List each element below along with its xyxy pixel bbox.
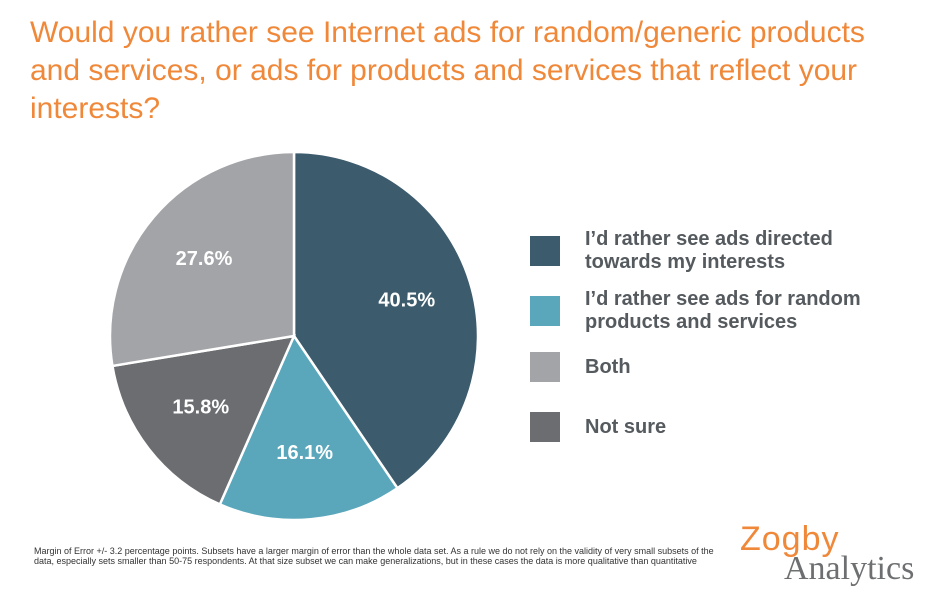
legend-label: Both: [585, 355, 631, 378]
pie-slice: [218, 333, 400, 522]
legend-item: I’d rather see ads for random products a…: [530, 288, 861, 334]
legend-swatch: [530, 236, 560, 266]
pie-chart: 40.5% 16.1% 15.8% 27.6%: [108, 150, 480, 522]
pie-slice-value-label: 40.5%: [378, 290, 435, 312]
legend-item: Both: [530, 352, 631, 382]
logo-text-zogby: Zogby: [740, 520, 840, 558]
pie-slice-value-label: 27.6%: [176, 248, 233, 270]
pie-slice-value-label: 15.8%: [172, 397, 229, 419]
legend-label: I’d rather see ads for random products a…: [585, 288, 861, 333]
pie-slice-value-label: 16.1%: [276, 442, 333, 464]
legend-swatch: [530, 296, 560, 326]
legend-label: Not sure: [585, 415, 667, 438]
pie-svg: 40.5% 16.1% 15.8% 27.6%: [108, 150, 480, 522]
legend-swatch: [530, 412, 560, 442]
legend-item: Not sure: [530, 412, 666, 442]
footnote: Margin of Error +/- 3.2 percentage point…: [34, 546, 714, 566]
logo-text-analytics: Analytics: [784, 550, 915, 587]
legend-label: I’d rather see ads directed towards my i…: [585, 228, 833, 273]
zogby-analytics-logo: Zogby Analytics: [740, 520, 940, 590]
chart-title: Would you rather see Internet ads for ra…: [30, 16, 865, 125]
pie-slice: [108, 150, 296, 368]
legend-swatch: [530, 352, 560, 382]
legend-item: I’d rather see ads directed towards my i…: [530, 228, 833, 274]
pie-slice: [292, 150, 480, 490]
pie-slice: [111, 334, 297, 507]
